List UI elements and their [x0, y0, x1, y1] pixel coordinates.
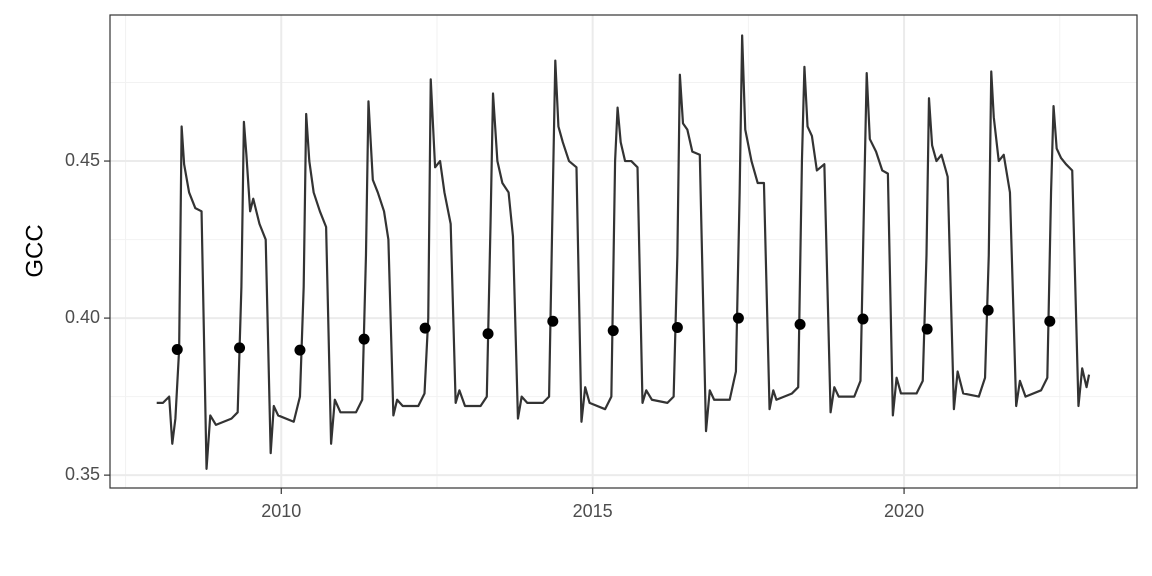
- x-tick-label: 2010: [261, 501, 301, 521]
- point: [671, 322, 683, 334]
- y-tick-label: 0.35: [65, 464, 100, 484]
- point: [982, 304, 994, 316]
- point: [857, 313, 869, 325]
- point: [1044, 315, 1056, 327]
- point: [358, 333, 370, 345]
- point: [732, 312, 744, 324]
- series-line: [156, 34, 1091, 470]
- point: [794, 318, 806, 330]
- point: [234, 342, 246, 354]
- x-tick-label: 2020: [884, 501, 924, 521]
- panel-border: [109, 14, 1138, 489]
- y-tick-label: 0.40: [65, 307, 100, 327]
- point: [294, 344, 306, 356]
- point: [547, 315, 559, 327]
- point: [171, 343, 183, 355]
- point: [482, 328, 494, 340]
- y-axis-label: GCC: [21, 224, 48, 277]
- point: [607, 325, 619, 337]
- y-tick-label: 0.45: [65, 150, 100, 170]
- x-tick-label: 2015: [573, 501, 613, 521]
- point: [921, 323, 933, 335]
- point: [419, 322, 431, 334]
